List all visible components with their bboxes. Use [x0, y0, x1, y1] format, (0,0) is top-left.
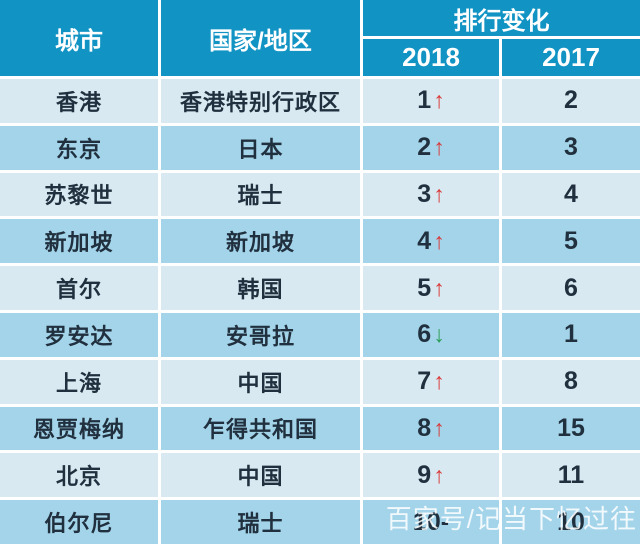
rank-2017-cell: 6 [502, 266, 640, 310]
city-cell: 北京 [0, 453, 158, 498]
header-country: 国家/地区 [161, 0, 360, 76]
rank-change-arrow-icon: ↑ [433, 414, 445, 441]
rank-2018-cell: 6 ↓ [363, 312, 499, 357]
header-city: 城市 [0, 0, 158, 76]
rank-change-arrow-icon: ↓ [433, 321, 445, 348]
rank-2017-cell: 15 [502, 406, 640, 451]
rank-change-arrow-icon: ↑ [433, 274, 445, 301]
rank-change-arrow-icon: - [440, 507, 450, 536]
rank-2018-value: 3 [417, 179, 432, 208]
city-cell: 新加坡 [0, 219, 158, 264]
country-cell: 安哥拉 [161, 312, 360, 357]
rank-change-arrow-icon: ↑ [433, 180, 445, 207]
rank-2017-value: 10 [557, 507, 585, 536]
rank-2017-cell: 3 [502, 125, 640, 170]
rank-2017-cell: 1 [502, 312, 640, 357]
city-cell: 罗安达 [0, 312, 158, 357]
rank-2017-value: 3 [564, 133, 578, 162]
rank-2018-cell: 8 ↑ [363, 406, 499, 451]
country-cell: 乍得共和国 [161, 406, 360, 451]
rank-2018-cell: 9 ↑ [363, 453, 499, 498]
rank-2017-cell: 4 [502, 172, 640, 217]
rank-2018-value: 7 [417, 367, 432, 396]
rank-2018-value: 4 [417, 226, 432, 255]
country-cell: 新加坡 [161, 219, 360, 264]
header-2018: 2018 [363, 39, 499, 76]
rank-2017-value: 4 [564, 179, 578, 208]
rank-2017-cell: 11 [502, 453, 640, 498]
rank-2017-cell: 8 [502, 359, 640, 404]
rank-2018-cell: 7 ↑ [363, 359, 499, 404]
rank-2017-cell: 2 [502, 79, 640, 123]
rank-2017-cell: 5 [502, 219, 640, 264]
city-cell: 首尔 [0, 266, 158, 310]
rank-2018-cell: 1 ↑ [363, 79, 499, 123]
rank-change-arrow-icon: ↑ [433, 87, 445, 114]
country-cell: 香港特别行政区 [161, 79, 360, 123]
rank-2017-value: 15 [557, 413, 585, 442]
city-cell: 上海 [0, 359, 158, 404]
country-cell: 韩国 [161, 266, 360, 310]
rank-2018-cell: 4 ↑ [363, 219, 499, 264]
rank-2018-value: 9 [417, 460, 432, 489]
country-cell: 中国 [161, 359, 360, 404]
city-cell: 东京 [0, 125, 158, 170]
rank-2018-value: 6 [417, 320, 432, 349]
rank-change-arrow-icon: ↑ [433, 134, 445, 161]
country-cell: 瑞士 [161, 172, 360, 217]
rank-2018-cell: 5 ↑ [363, 266, 499, 310]
rank-2017-value: 5 [564, 226, 578, 255]
city-cell: 伯尔尼 [0, 500, 158, 544]
rank-2018-value: 10 [412, 507, 441, 536]
header-rank-change-group: 排行变化 [363, 0, 640, 36]
rank-2018-cell: 3 ↑ [363, 172, 499, 217]
rank-2018-value: 2 [417, 133, 432, 162]
rank-2018-cell: 10 - [363, 500, 499, 544]
rank-2017-value: 8 [564, 367, 578, 396]
city-cell: 恩贾梅纳 [0, 406, 158, 451]
country-cell: 中国 [161, 453, 360, 498]
rank-change-arrow-icon: ↑ [433, 461, 445, 488]
rank-2018-value: 1 [417, 86, 432, 115]
country-cell: 瑞士 [161, 500, 360, 544]
rank-2018-cell: 2 ↑ [363, 125, 499, 170]
rank-2017-value: 11 [557, 460, 585, 489]
city-cell: 苏黎世 [0, 172, 158, 217]
city-cell: 香港 [0, 79, 158, 123]
rank-2017-value: 6 [564, 273, 578, 302]
rank-2018-value: 5 [417, 273, 432, 302]
rank-2017-value: 1 [564, 320, 578, 349]
rank-2017-value: 2 [564, 86, 578, 115]
rank-2018-value: 8 [417, 413, 432, 442]
header-2017: 2017 [502, 39, 640, 76]
country-cell: 日本 [161, 125, 360, 170]
rank-change-arrow-icon: ↑ [433, 227, 445, 254]
rank-2017-cell: 10 [502, 500, 640, 544]
rank-change-arrow-icon: ↑ [433, 368, 445, 395]
